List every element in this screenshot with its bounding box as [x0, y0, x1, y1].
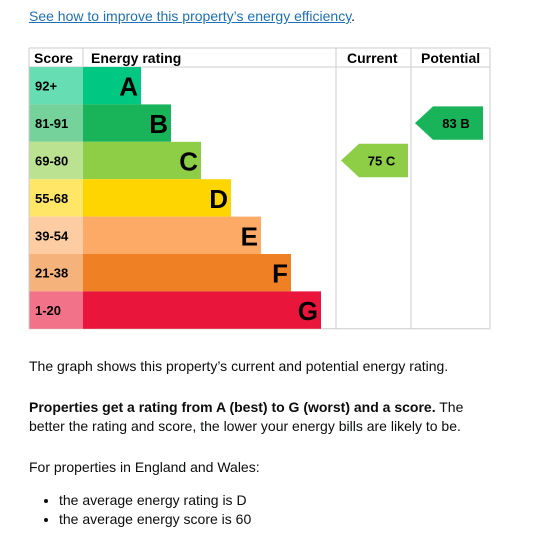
- bullet: the average energy rating is D: [59, 491, 251, 510]
- link-suffix: .: [351, 8, 356, 24]
- link-line: See how to improve this property’s energ…: [29, 7, 355, 26]
- rating-letter: G: [298, 296, 318, 326]
- england-text: For properties in England and Wales:: [29, 459, 260, 475]
- score-cell: [29, 104, 83, 142]
- current-arrow: [341, 143, 408, 178]
- score-range: 55-68: [35, 191, 68, 206]
- rating-bar: [83, 291, 321, 329]
- rating-bold: Properties get a rating from A (best) to…: [29, 399, 436, 415]
- current-score: 75: [368, 154, 382, 169]
- score-cell: [29, 291, 83, 329]
- rating-bar: [83, 67, 141, 105]
- score-range: 92+: [35, 79, 57, 94]
- rating-bar: [83, 141, 201, 180]
- bullet: the average energy score is 60: [59, 510, 251, 529]
- column-header: Energy rating: [91, 50, 181, 66]
- column-header: Current: [347, 50, 398, 66]
- potential-label: 83 B: [442, 116, 469, 131]
- score-cell: [29, 216, 83, 254]
- score-range: 81-91: [35, 116, 68, 131]
- rating-bar: [83, 179, 231, 217]
- score-cell: [29, 254, 83, 292]
- graph-text: The graph shows this property’s current …: [29, 358, 449, 374]
- rating-letter: A: [119, 72, 138, 102]
- column-header: Potential: [421, 50, 480, 66]
- rating-rest: The better the rating and score, the low…: [29, 399, 464, 434]
- rating-letter: E: [241, 221, 258, 251]
- potential-band: B: [460, 116, 469, 131]
- score-cell: [29, 141, 83, 180]
- rating-letter: B: [149, 109, 168, 139]
- column-header: Score: [34, 50, 73, 66]
- score-cell: [29, 67, 83, 105]
- score-range: 39-54: [35, 228, 69, 243]
- potential-score: 83: [442, 116, 456, 131]
- rating-bar: [83, 104, 171, 142]
- rating-bar: [83, 216, 261, 254]
- rating-letter: F: [272, 259, 288, 289]
- score-range: 69-80: [35, 154, 68, 169]
- current-label: 75 C: [368, 154, 396, 169]
- bullet-list: the average energy rating is D the avera…: [29, 491, 251, 529]
- rating-letter: D: [209, 184, 228, 214]
- potential-arrow: [415, 106, 483, 140]
- rating-bar: [83, 254, 291, 292]
- current-band: C: [386, 154, 396, 169]
- rating-chart: Score Energy rating Current Potential 92+ A 81…: [28, 47, 491, 330]
- score-range: 1-20: [35, 303, 61, 318]
- rating-letter: C: [179, 147, 198, 177]
- improve-link[interactable]: See how to improve this property’s energ…: [29, 8, 352, 24]
- rating-text: Properties get a rating from A (best) to…: [29, 398, 499, 436]
- score-cell: [29, 179, 83, 217]
- score-range: 21-38: [35, 266, 68, 281]
